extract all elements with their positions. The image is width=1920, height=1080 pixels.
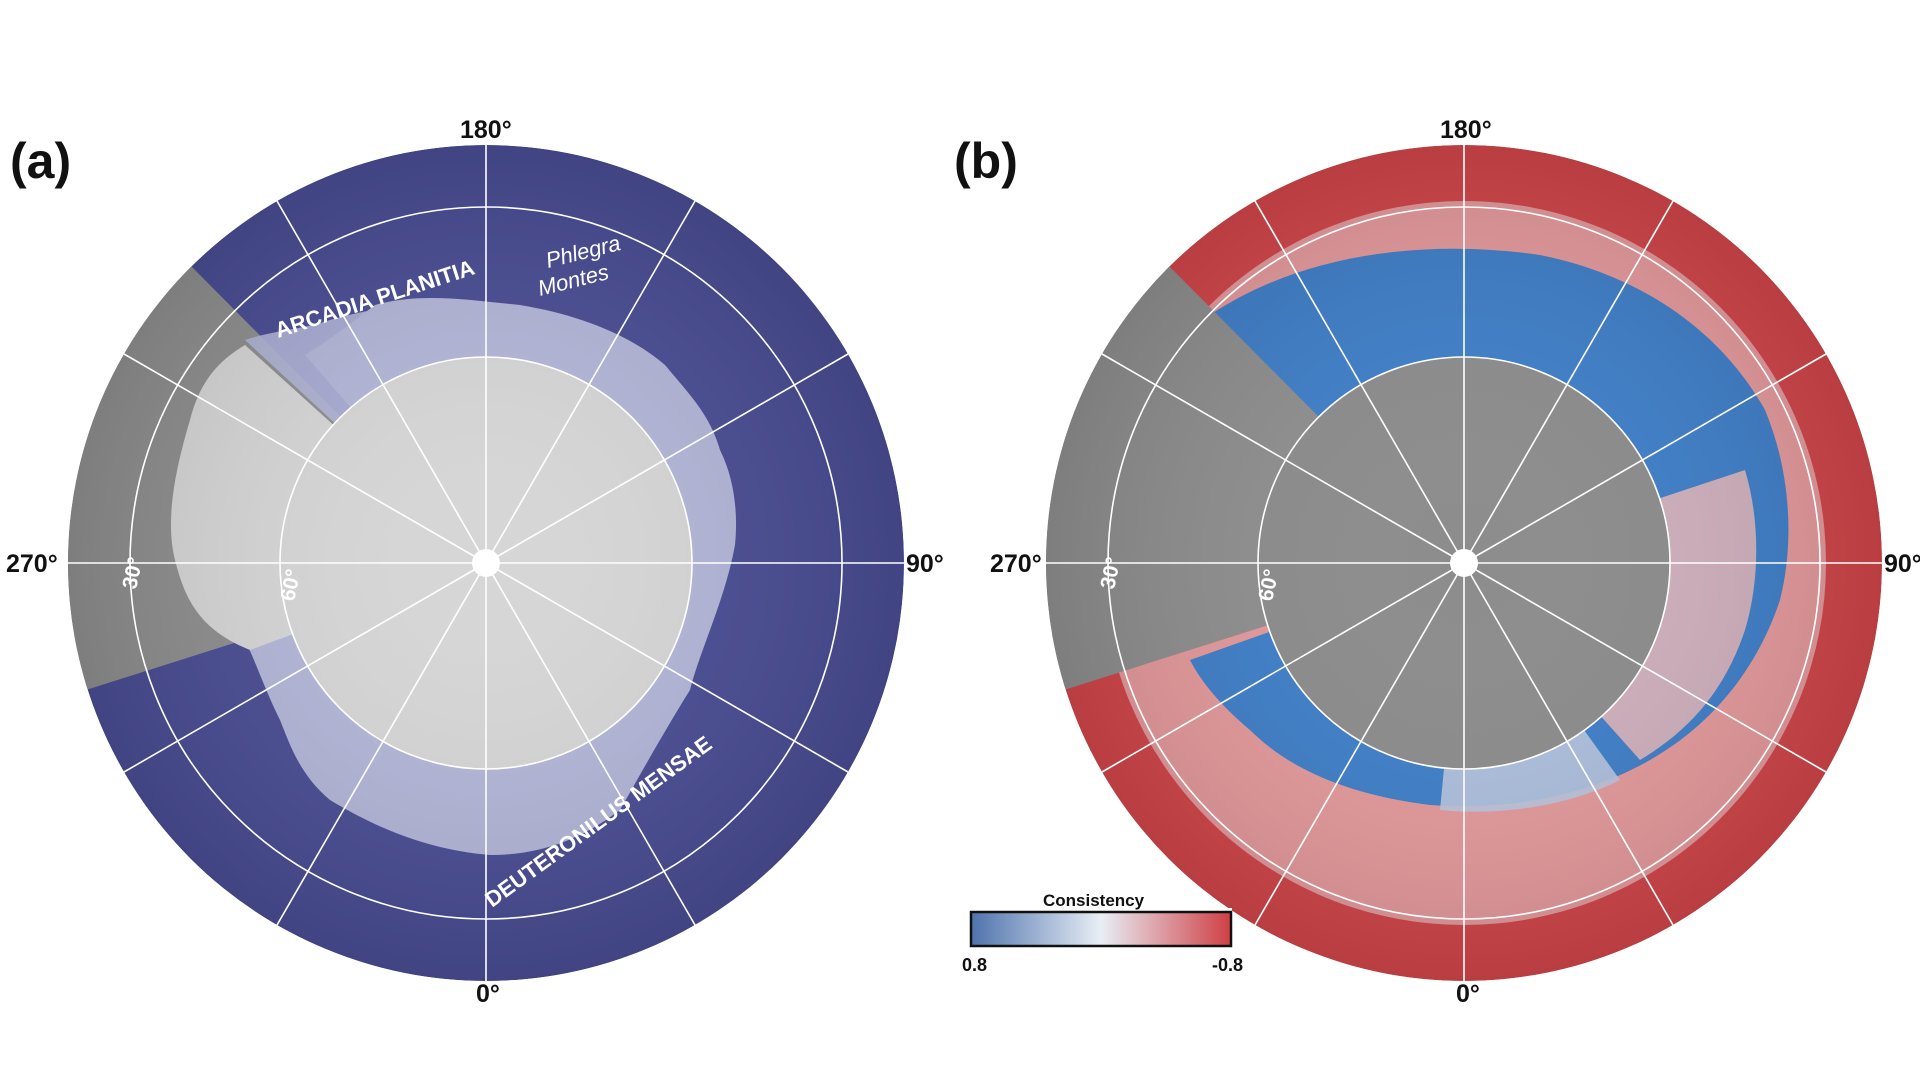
panel-a-meridian-line (485, 562, 849, 773)
panel-a-meridian-line (276, 200, 487, 564)
panel-b-meridians (1046, 145, 1882, 981)
colorbar: Consistency 0.8 -0.8 (962, 891, 1243, 975)
panel-b-meridian-line (1101, 353, 1465, 564)
panel-a-meridian-line (485, 200, 696, 564)
panel-a-meridians (68, 145, 904, 981)
panel-a-lon-0: 0° (476, 980, 500, 1008)
panel-b-meridian-line (1463, 353, 1827, 564)
panel-a-meridian-line (123, 353, 487, 564)
panel-a-pole (472, 549, 500, 577)
panel-b-lon-270: 270° (990, 550, 1042, 578)
colorbar-max-label: -0.8 (1212, 955, 1243, 975)
panel-a-lon-90: 90° (906, 550, 944, 578)
panel-b-meridian-line (1101, 562, 1465, 773)
panel-b-lon-0: 0° (1456, 980, 1480, 1008)
panel-a-meridian-line (123, 562, 487, 773)
panel-a-lon-180: 180° (460, 116, 512, 144)
panel-a-meridian-line (276, 562, 487, 926)
panel-b-letter: (b) (954, 133, 1018, 189)
colorbar-title: Consistency (1043, 891, 1145, 910)
panel-b-lon-180: 180° (1440, 116, 1492, 144)
panel-a-lon-270: 270° (6, 550, 58, 578)
panel-b-meridian-line (1463, 562, 1827, 773)
panel-b-meridian-line (1463, 562, 1674, 926)
panel-a-letter: (a) (10, 133, 71, 189)
colorbar-min-label: 0.8 (962, 955, 987, 975)
panel-b-meridian-line (1463, 200, 1674, 564)
panel-b-meridian-line (1254, 200, 1465, 564)
panel-b: (b) 180° 270° 90° 0° 30° 60° (954, 116, 1920, 1008)
panel-b-pole (1450, 549, 1478, 577)
panel-a: (a) 180° 270° 90° 0° 30° 60° (6, 116, 944, 1008)
colorbar-gradient (969, 910, 1233, 948)
panel-a-meridian-line (485, 353, 849, 564)
panel-a-meridian-line (485, 562, 696, 926)
panel-b-lon-90: 90° (1884, 550, 1920, 578)
panel-b-meridian-line (1254, 562, 1465, 926)
panel-a-graticule (68, 145, 904, 981)
panel-b-graticule (1046, 145, 1882, 981)
